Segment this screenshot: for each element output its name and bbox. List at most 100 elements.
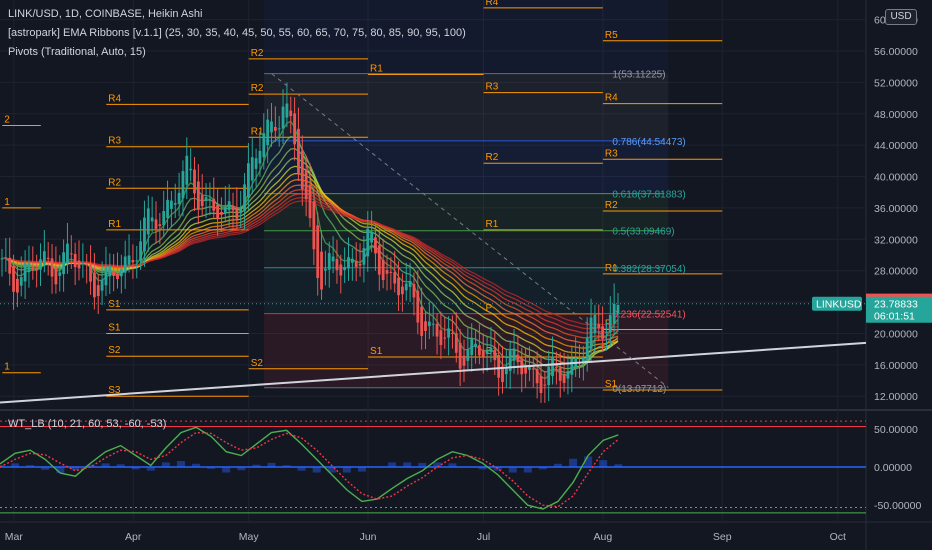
candle-body	[304, 170, 308, 200]
candle-body	[50, 258, 54, 277]
candle-body	[466, 349, 470, 361]
candle-body	[262, 133, 266, 158]
candle-body	[66, 243, 69, 264]
fib-band	[264, 193, 669, 231]
candle-body	[146, 208, 150, 235]
price-tick-label: 52.00000	[874, 77, 918, 89]
candle-body	[497, 355, 501, 378]
wt-histogram-bar	[297, 467, 306, 471]
candle-body	[404, 283, 408, 291]
pivot-label: R2	[108, 177, 121, 188]
candle-body	[474, 343, 477, 347]
candle-body	[62, 252, 65, 275]
wt-histogram-bar	[342, 467, 351, 473]
candle-body	[308, 184, 312, 219]
wt-histogram-bar	[116, 464, 125, 467]
pivots-legend[interactable]: Pivots (Traditional, Auto, 15)	[8, 46, 146, 58]
pivot-label: R2	[251, 83, 264, 94]
candle-body	[212, 198, 216, 211]
candle-body	[420, 306, 424, 336]
fib-level-label: 0.382(28.37054)	[612, 264, 685, 275]
candle-body	[424, 321, 427, 332]
candle-body	[154, 219, 158, 229]
candle-body	[150, 217, 154, 222]
candle-body	[16, 278, 19, 293]
candle-body	[139, 241, 142, 261]
candle-body	[339, 264, 343, 276]
candle-body	[93, 273, 96, 298]
wt-histogram-bar	[146, 467, 155, 471]
pivot-label: P	[486, 303, 493, 314]
candle-body	[585, 337, 589, 361]
pivot-label: R1	[108, 219, 121, 230]
candle-body	[358, 263, 362, 266]
wt-histogram-bar	[312, 467, 321, 473]
candle-body	[570, 358, 574, 375]
candle-body	[478, 345, 481, 356]
wt-histogram-bar	[569, 458, 578, 467]
wt-signal-line	[0, 431, 619, 508]
wt-legend[interactable]: WT_LB (10, 21, 60, 53, -60, -53)	[8, 418, 167, 430]
pivot-label: R3	[605, 148, 618, 159]
wt-histogram-bar	[176, 461, 185, 467]
support-trendline	[0, 341, 867, 404]
candle-body	[354, 260, 358, 267]
candle-body	[524, 366, 527, 374]
candle-body	[516, 354, 520, 363]
candle-body	[193, 169, 196, 194]
wt-histogram-bar	[161, 462, 170, 467]
candle-body	[19, 277, 23, 286]
candle-body	[85, 263, 89, 266]
wt-histogram-bar	[41, 467, 50, 470]
wt-histogram-bar	[0, 465, 4, 467]
candle-body	[593, 314, 597, 334]
candle-body	[281, 106, 285, 129]
candle-body	[162, 211, 166, 226]
ema-ribbon-legend[interactable]: [astropark] EMA Ribbons [v.1.1] (25, 30,…	[8, 27, 466, 39]
candle-body	[393, 272, 397, 284]
fib-level-label: 0.786(44.54473)	[612, 137, 685, 148]
wt-histogram-bar	[584, 456, 593, 467]
candle-body	[504, 367, 508, 375]
fib-levels: 1(53.11225) 0.786(44.54473) 0.618(37.81883…	[264, 70, 686, 395]
candle-body	[547, 367, 551, 386]
candle-body	[23, 262, 27, 282]
wt-histogram-bar	[538, 467, 547, 470]
price-tick-label: 28.00000	[874, 266, 918, 278]
candle-body	[581, 357, 585, 363]
candle-body	[73, 253, 77, 268]
candle-body	[4, 257, 8, 259]
candle-body	[512, 348, 516, 361]
candle-body	[385, 269, 389, 274]
pivot-label: R3	[486, 82, 499, 93]
symbol-badge	[812, 296, 862, 311]
wt-histogram-bar	[56, 467, 65, 473]
candle-body	[204, 197, 208, 201]
pivot-label: R2	[251, 48, 264, 59]
wt-histogram-bar	[433, 462, 442, 467]
candles[interactable]	[0, 82, 620, 403]
trendlines[interactable]	[0, 73, 867, 404]
currency-button[interactable]: USD	[885, 9, 917, 25]
pivot-label: 1	[4, 362, 10, 373]
candle-body	[558, 367, 562, 381]
candle-body	[258, 150, 262, 164]
candle-body	[231, 205, 235, 211]
wt-histogram-bar	[11, 463, 20, 467]
candle-body	[331, 256, 335, 262]
wt-histogram-bar	[553, 463, 562, 467]
candle-body	[551, 357, 554, 377]
candle-body	[273, 126, 277, 131]
candle-body	[343, 266, 347, 271]
wt-histogram-bar	[131, 467, 140, 470]
candle-body	[0, 258, 4, 260]
candle-body	[289, 110, 293, 117]
candle-body	[377, 245, 381, 275]
wt-indicator	[0, 420, 866, 514]
candle-body	[501, 366, 504, 383]
wt-histogram-bar	[101, 463, 110, 467]
candle-body	[81, 262, 85, 265]
candle-body	[327, 253, 331, 270]
pivot-label: S1	[605, 379, 618, 390]
